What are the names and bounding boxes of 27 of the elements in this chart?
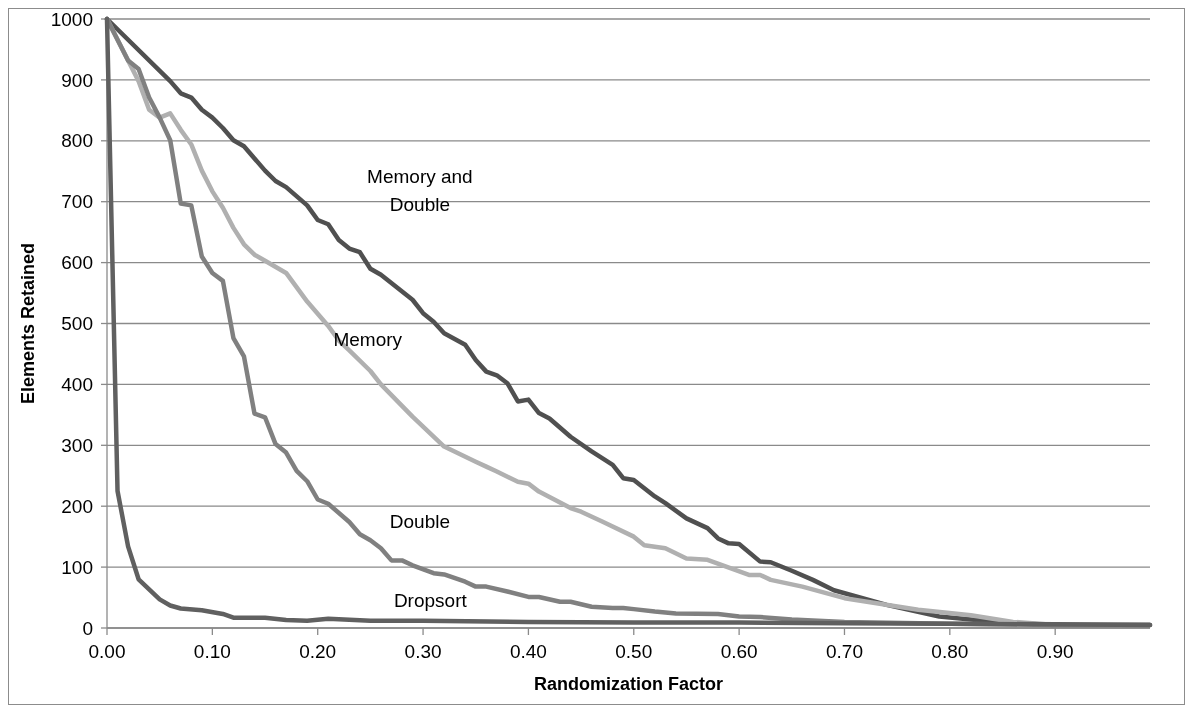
x-tick-label: 0.90 [1036,641,1074,662]
x-tick-label: 0.60 [720,641,758,662]
y-tick-label: 0 [82,617,93,639]
series-label: Memory [333,329,403,351]
y-tick-label: 400 [61,374,93,396]
x-tick-label: 0.50 [615,641,653,662]
x-axis-title: Randomization Factor [533,674,724,694]
y-tick-label: 600 [61,252,93,274]
y-tick-label: 1000 [50,8,93,30]
y-tick-label: 200 [61,495,93,517]
y-tick-label: 500 [61,313,93,335]
x-tick-label: 0.30 [404,641,442,662]
y-tick-label: 800 [61,130,93,152]
x-tick-label: 0.10 [193,641,231,662]
series-label: Double [389,511,451,533]
series-label: Memory and Double [367,166,473,216]
x-tick-label: 0.00 [88,641,126,662]
y-tick-label: 900 [61,69,93,91]
y-tick-label: 100 [61,556,93,578]
x-tick-label: 0.40 [509,641,547,662]
x-tick-label: 0.70 [825,641,863,662]
x-tick-label: 0.20 [299,641,337,662]
y-axis-title: Elements Retained [18,242,38,405]
y-tick-label: 700 [61,191,93,213]
y-tick-label: 300 [61,434,93,456]
series-label: Dropsort [393,589,468,611]
x-tick-label: 0.80 [931,641,969,662]
